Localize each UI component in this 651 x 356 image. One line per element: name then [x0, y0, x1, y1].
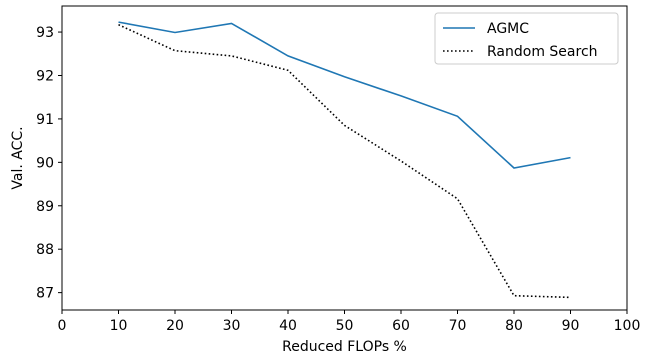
y-tick-label: 87: [36, 286, 54, 302]
x-tick-label: 100: [614, 318, 641, 334]
y-tick-label: 88: [36, 242, 54, 258]
x-axis: 0 10 20 30 40 50 60 70 80 90 100: [58, 310, 641, 334]
legend: AGMC Random Search: [434, 12, 619, 65]
x-tick-label: 40: [279, 318, 297, 334]
y-tick-label: 93: [36, 25, 54, 41]
y-tick-label: 91: [36, 112, 54, 128]
y-tick-label: 90: [36, 155, 54, 171]
x-tick-label: 10: [110, 318, 128, 334]
plot-marks: [118, 21, 571, 299]
legend-label-random-search: Random Search: [487, 44, 598, 60]
series-line-random-search: [118, 23, 571, 299]
y-tick-label: 89: [36, 199, 54, 215]
x-axis-label: Reduced FLOPs %: [282, 339, 407, 355]
y-axis-label: Val. ACC.: [10, 126, 26, 189]
y-axis: 87 88 89 90 91 92 93: [36, 25, 62, 302]
x-tick-label: 90: [562, 318, 580, 334]
x-tick-label: 70: [449, 318, 467, 334]
x-tick-label: 50: [336, 318, 354, 334]
x-tick-label: 30: [223, 318, 241, 334]
legend-label-agmc: AGMC: [487, 21, 529, 37]
x-tick-label: 60: [392, 318, 410, 334]
x-tick-label: 20: [166, 318, 184, 334]
x-tick-label: 0: [58, 318, 67, 334]
x-tick-label: 80: [505, 318, 523, 334]
legend-box: [434, 12, 619, 65]
y-tick-label: 92: [36, 68, 54, 84]
series-line-agmc: [118, 21, 571, 169]
